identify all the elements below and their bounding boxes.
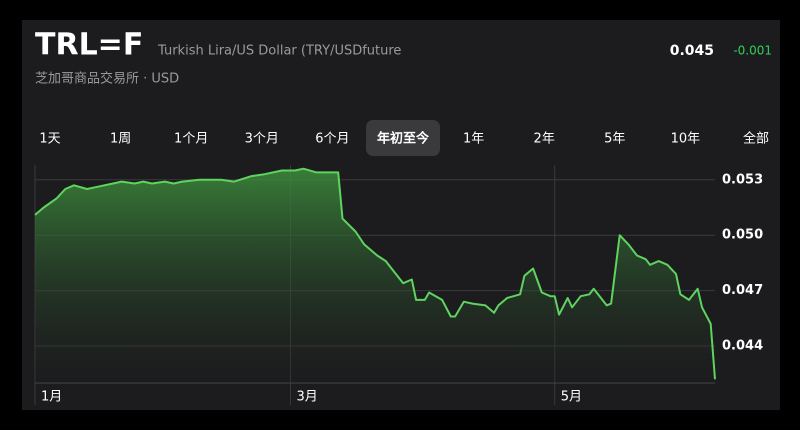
area [35, 168, 715, 383]
x-tick-label: 5月 [561, 390, 582, 405]
tab-selected-bg [366, 120, 440, 156]
tab[interactable]: 1个月 [174, 132, 208, 147]
y-tick-label: 0.053 [722, 172, 763, 187]
tab[interactable]: 5年 [604, 132, 625, 147]
price-line [34, 167, 716, 380]
y-tick-label: 0.050 [722, 228, 763, 243]
symbol: TRL=F [35, 28, 143, 63]
tab[interactable]: 10年 [671, 132, 701, 147]
exchange: 芝加哥商品交易所 · USD [35, 71, 179, 87]
tab[interactable]: 年初至今 [377, 131, 430, 147]
y-tick-label: 0.047 [722, 283, 763, 298]
company-name: Turkish Lira/US Dollar (TRY/USDfuture [157, 44, 401, 59]
tab[interactable]: 6个月 [315, 132, 349, 147]
price: 0.045 [670, 43, 714, 59]
tab[interactable]: 全部 [743, 131, 769, 147]
tab[interactable]: 1天 [39, 132, 60, 147]
y-tick-label: 0.044 [722, 339, 763, 354]
tab[interactable]: 2年 [534, 132, 555, 147]
x-tick-label: 1月 [41, 390, 62, 405]
x-tick-label: 3月 [297, 390, 318, 405]
price-change: -0.001 [733, 44, 772, 58]
tab[interactable]: 1周 [110, 132, 131, 147]
tab[interactable]: 1年 [463, 132, 484, 147]
tab[interactable]: 3个月 [245, 132, 279, 147]
